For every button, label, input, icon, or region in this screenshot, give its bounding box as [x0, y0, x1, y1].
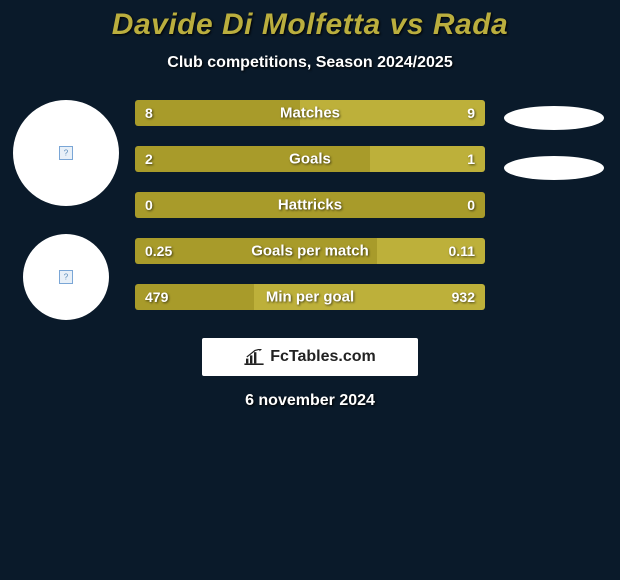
comparison-subtitle: Club competitions, Season 2024/2025: [0, 54, 620, 72]
comparison-title: Davide Di Molfetta vs Rada: [0, 8, 620, 42]
ellipse-1: [504, 106, 604, 130]
stat-bar: 2 1 Goals: [135, 146, 485, 172]
bar-segment-left: [135, 146, 370, 172]
ellipse-2: [504, 156, 604, 180]
date-text: 6 november 2024: [0, 392, 620, 410]
stat-bar: 479 932 Min per goal: [135, 284, 485, 310]
logo-box: FcTables.com: [202, 338, 418, 376]
bar-label: Hattricks: [278, 197, 342, 214]
bar-value-left: 0.25: [145, 243, 172, 259]
bar-value-left: 0: [145, 197, 153, 213]
bar-value-left: 2: [145, 151, 153, 167]
bar-value-right: 0.11: [449, 243, 475, 259]
stat-bar: 8 9 Matches: [135, 100, 485, 126]
player-avatar-2: [23, 234, 109, 320]
main-area: 8 9 Matches 2 1 Goals 0 0 Hattricks 0.25 0.11 Goals…: [0, 100, 620, 320]
stat-bar: 0.25 0.11 Goals per match: [135, 238, 485, 264]
chart-icon: [244, 349, 264, 365]
bar-value-left: 8: [145, 105, 153, 121]
stat-bars: 8 9 Matches 2 1 Goals 0 0 Hattricks 0.25 0.11 Goals…: [135, 100, 485, 310]
ellipse-column: [499, 100, 609, 180]
bar-value-left: 479: [145, 289, 168, 305]
bar-value-right: 0: [467, 197, 475, 213]
avatar-column: [11, 100, 121, 320]
bar-label: Min per goal: [266, 289, 354, 306]
bar-label: Goals: [289, 151, 331, 168]
bar-value-right: 932: [452, 289, 475, 305]
image-placeholder-icon: [59, 146, 73, 160]
bar-label: Matches: [280, 105, 340, 122]
stat-bar: 0 0 Hattricks: [135, 192, 485, 218]
bar-label: Goals per match: [251, 243, 369, 260]
image-placeholder-icon: [59, 270, 73, 284]
bar-segment-left: [135, 100, 300, 126]
logo-text: FcTables.com: [270, 348, 376, 366]
bar-value-right: 1: [467, 151, 475, 167]
bar-value-right: 9: [467, 105, 475, 121]
player-avatar-1: [13, 100, 119, 206]
